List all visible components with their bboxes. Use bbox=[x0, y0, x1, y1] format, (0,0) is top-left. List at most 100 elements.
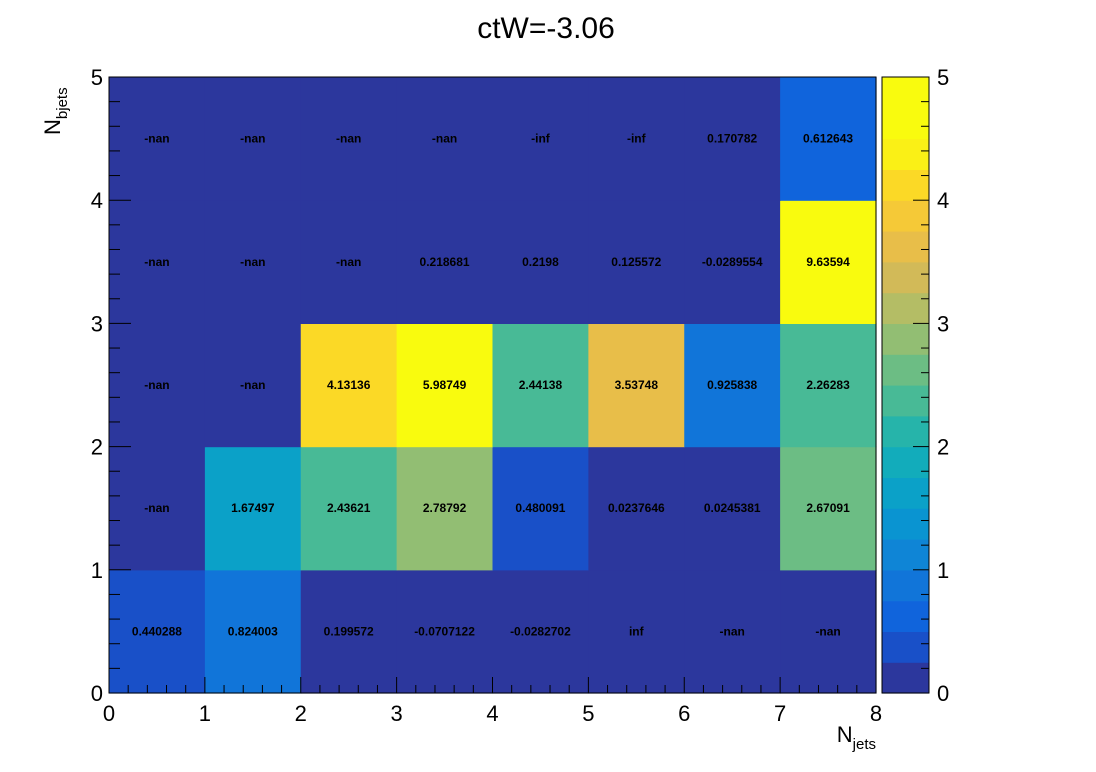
heatmap-cell bbox=[204, 446, 302, 571]
cell-value-label: -nan bbox=[336, 132, 361, 146]
cell-value-label: 0.925838 bbox=[707, 378, 757, 392]
cell-value-label: 0.612643 bbox=[803, 132, 853, 146]
color-palette-frame bbox=[881, 76, 930, 694]
heatmap-cell bbox=[109, 200, 206, 324]
heatmap-cell bbox=[780, 569, 877, 694]
cell-value-label: 2.43621 bbox=[327, 501, 371, 515]
x-tick-label: 8 bbox=[870, 701, 882, 726]
palette-tick-label: 1 bbox=[937, 558, 949, 583]
x-axis-title: Njets bbox=[837, 722, 876, 753]
palette-tick-label: 5 bbox=[937, 65, 949, 90]
cell-value-label: -nan bbox=[815, 624, 840, 638]
chart-title: ctW=-3.06 bbox=[477, 12, 615, 45]
heatmap-cell bbox=[396, 77, 494, 201]
cell-value-label: 1.67497 bbox=[231, 501, 275, 515]
y-tick-label: 1 bbox=[91, 558, 103, 583]
heatmap-cell bbox=[300, 77, 398, 201]
heatmap-cells bbox=[109, 77, 877, 694]
cell-value-label: 0.824003 bbox=[228, 624, 278, 638]
heatmap-cell bbox=[684, 323, 781, 448]
palette-band bbox=[882, 415, 929, 448]
x-tick-label: 2 bbox=[295, 701, 307, 726]
heatmap-cell bbox=[684, 200, 781, 324]
cell-value-label: 0.218681 bbox=[420, 255, 470, 269]
heatmap-cell bbox=[204, 323, 302, 448]
cell-value-label: 0.440288 bbox=[132, 624, 182, 638]
palette-band bbox=[882, 569, 929, 602]
heatmap-cell bbox=[588, 200, 685, 324]
cell-value-label: 3.53748 bbox=[615, 378, 659, 392]
y-axis: 0 1 2 3 4 5 bbox=[91, 65, 131, 706]
heatmap-cell bbox=[780, 323, 877, 448]
heatmap-cell bbox=[109, 569, 206, 694]
palette-band bbox=[882, 446, 929, 478]
palette-tick-label: 0 bbox=[937, 681, 949, 706]
cell-value-label: -0.0282702 bbox=[510, 624, 571, 638]
palette-band bbox=[882, 323, 929, 355]
heatmap-cell bbox=[684, 446, 781, 571]
palette-band bbox=[882, 77, 929, 109]
palette-band bbox=[882, 231, 929, 263]
cell-value-label: inf bbox=[629, 624, 645, 638]
cell-value-label: 2.78792 bbox=[423, 501, 467, 515]
heatmap-cell bbox=[396, 446, 494, 571]
heatmap-cell bbox=[204, 77, 302, 201]
palette-band bbox=[882, 138, 929, 170]
heatmap-cell bbox=[109, 77, 206, 201]
cell-value-label: -nan bbox=[240, 378, 265, 392]
heatmap-cell bbox=[684, 569, 781, 694]
cell-value-label: 5.98749 bbox=[423, 378, 467, 392]
cell-value-label: 0.2198 bbox=[522, 255, 559, 269]
cell-value-label: -nan bbox=[144, 132, 169, 146]
heatmap-cell bbox=[300, 200, 398, 324]
x-tick-label: 6 bbox=[678, 701, 690, 726]
y-tick-label: 3 bbox=[91, 311, 103, 336]
y-tick-label: 5 bbox=[91, 65, 103, 90]
y-tick-label: 2 bbox=[91, 435, 103, 460]
cell-value-label: 2.26283 bbox=[806, 378, 850, 392]
x-tick-label: 7 bbox=[774, 701, 786, 726]
heatmap-cell bbox=[396, 569, 494, 694]
palette-band bbox=[882, 169, 929, 201]
heatmap-cell bbox=[300, 446, 398, 571]
heatmap-cell bbox=[780, 446, 877, 571]
y-tick-label: 0 bbox=[91, 681, 103, 706]
palette-band bbox=[882, 631, 929, 663]
x-axis-title-sub: jets bbox=[852, 736, 876, 753]
cell-value-label: 4.13136 bbox=[327, 378, 371, 392]
heatmap-cell bbox=[588, 323, 685, 448]
cell-value-label: 0.199572 bbox=[324, 624, 374, 638]
heatmap-cell bbox=[396, 200, 494, 324]
cell-value-label: -nan bbox=[240, 255, 265, 269]
x-tick-label: 1 bbox=[199, 701, 211, 726]
cell-value-label: -inf bbox=[531, 132, 551, 146]
palette-band bbox=[882, 508, 929, 540]
palette-tick-label: 4 bbox=[937, 188, 949, 213]
cell-value-label: -0.0289554 bbox=[702, 255, 763, 269]
cell-value-label: -nan bbox=[336, 255, 361, 269]
cell-value-label: -nan bbox=[720, 624, 745, 638]
x-tick-label: 0 bbox=[103, 701, 115, 726]
x-tick-label: 5 bbox=[582, 701, 594, 726]
color-palette bbox=[882, 77, 929, 694]
heatmap-cell bbox=[492, 323, 589, 448]
y-axis-title: Nbjets bbox=[40, 87, 71, 135]
cell-value-label: -nan bbox=[432, 132, 457, 146]
heatmap-cell bbox=[396, 323, 494, 448]
heatmap-cell bbox=[300, 569, 398, 694]
palette-band bbox=[882, 385, 929, 417]
heatmap-cell bbox=[109, 446, 206, 571]
palette-band bbox=[882, 354, 929, 386]
cell-value-label: 0.170782 bbox=[707, 132, 757, 146]
y-axis-title-sub: bjets bbox=[54, 87, 71, 119]
palette-band bbox=[882, 261, 929, 294]
heatmap-cell-labels: 0.440288 0.824003 0.199572 -0.0707122 -0.028… bbox=[132, 132, 853, 639]
palette-band bbox=[882, 292, 929, 324]
palette-band bbox=[882, 107, 929, 140]
color-palette-axis: 0 1 2 3 4 5 bbox=[913, 65, 949, 706]
heatmap-cell bbox=[684, 77, 781, 201]
heatmap-cell bbox=[588, 569, 685, 694]
heatmap-cell bbox=[300, 323, 398, 448]
palette-band bbox=[882, 539, 929, 571]
